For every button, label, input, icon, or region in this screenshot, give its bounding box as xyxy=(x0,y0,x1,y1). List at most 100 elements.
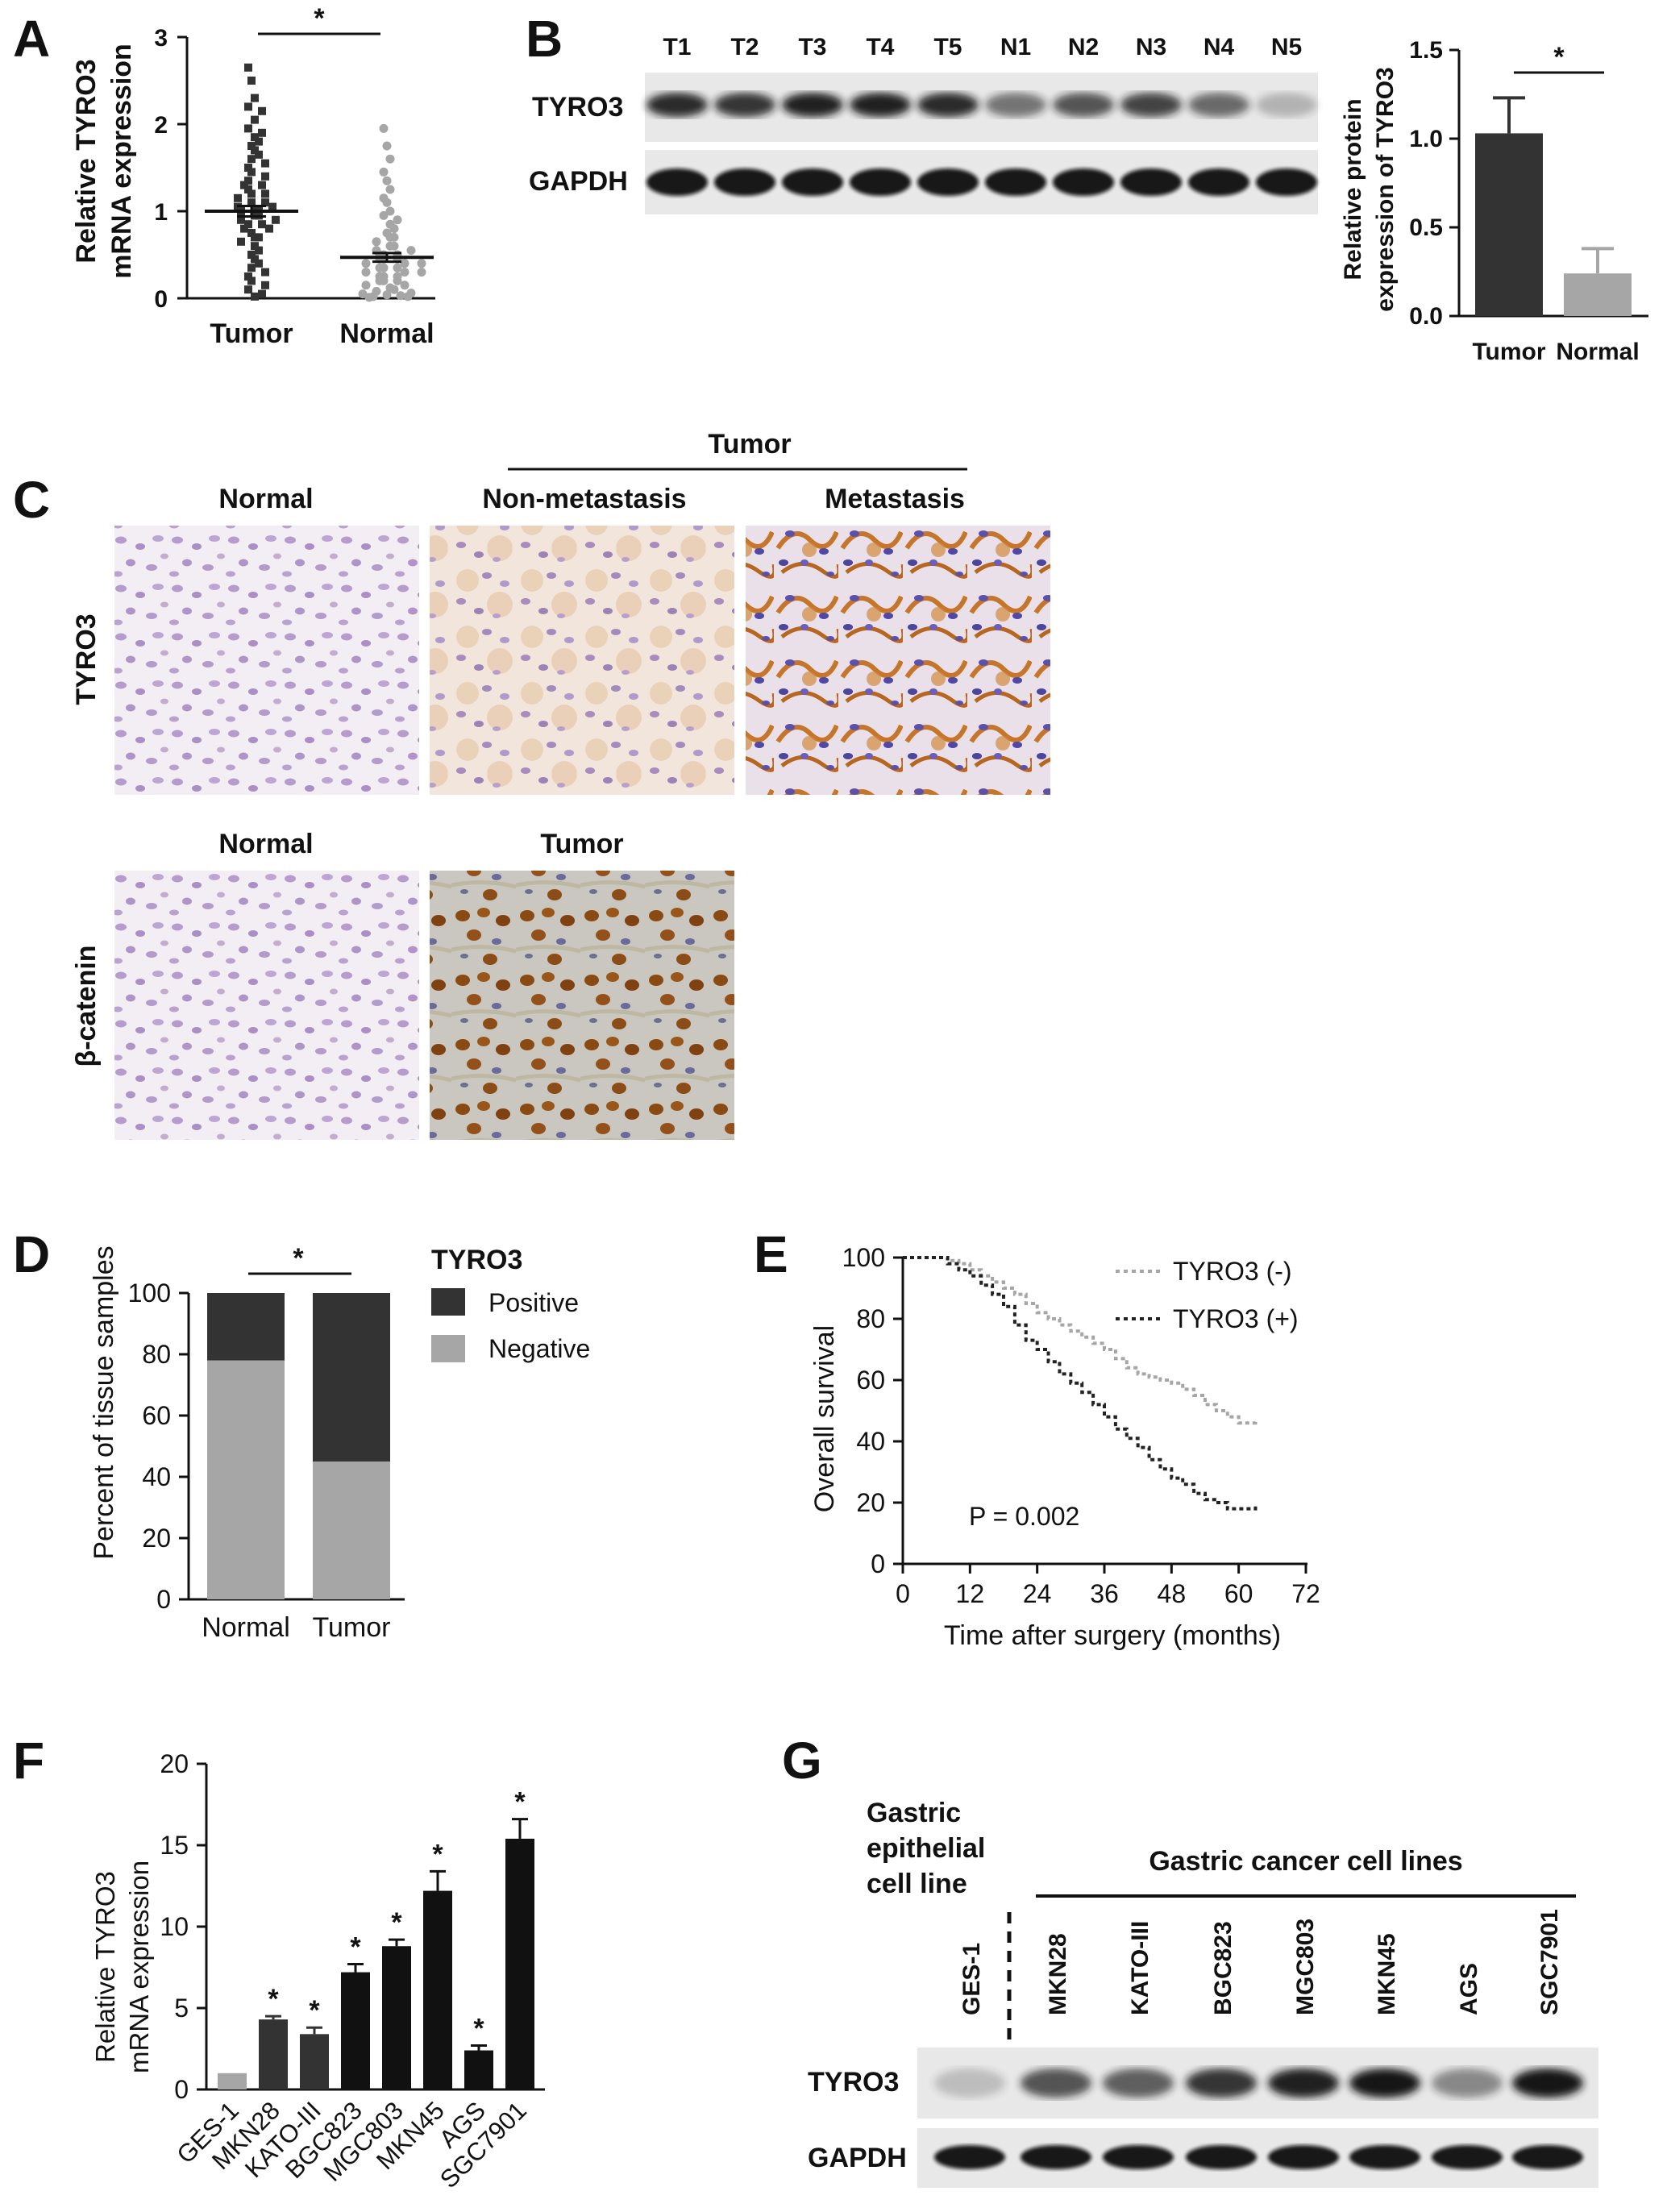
normal-point xyxy=(385,185,395,194)
panel-label-a: A xyxy=(13,10,50,68)
panel-label-c: C xyxy=(13,471,50,529)
panel-g-lane-ges-1: GES-1 xyxy=(958,1943,985,2015)
tyro3-band xyxy=(782,93,843,117)
normal-point xyxy=(375,276,385,285)
gapdh-band xyxy=(714,168,775,196)
tumor-point xyxy=(244,177,252,185)
panel-g-row-gapdh: GAPDH xyxy=(808,2143,907,2173)
panel-f-ytick-label: 0 xyxy=(174,2075,189,2104)
panel-e-legend-pos: TYRO3 (+) xyxy=(1173,1304,1299,1333)
bar-positive-tumor xyxy=(313,1293,390,1462)
bar-normal xyxy=(1564,273,1632,316)
panel-b-lane-n4: N4 xyxy=(1203,34,1235,60)
panel-b-ytick-label: 1.5 xyxy=(1409,37,1443,64)
normal-point xyxy=(361,259,371,268)
tumor-point xyxy=(247,276,256,285)
tumor-point xyxy=(244,124,252,133)
panel-d-legend-swatch-positive xyxy=(431,1288,465,1316)
panel-a-y-axis: 0 1 2 3 xyxy=(154,25,187,313)
panel-e-xlabel: Time after surgery (months) xyxy=(944,1620,1281,1651)
tumor-point xyxy=(247,77,256,85)
panel-g-lane-bgc823: BGC823 xyxy=(1210,1921,1237,2015)
normal-point xyxy=(400,281,409,290)
tumor-point xyxy=(261,281,269,289)
gapdh-band xyxy=(1120,168,1182,196)
tyro3-band xyxy=(1349,2069,1420,2098)
panel-g-left-header-1: Gastric xyxy=(867,1798,961,1828)
tumor-point xyxy=(247,251,256,259)
normal-point xyxy=(364,293,374,302)
tumor-point xyxy=(244,285,252,294)
normal-point xyxy=(417,259,426,268)
gapdh-band xyxy=(1103,2145,1174,2169)
tumor-point xyxy=(265,224,273,233)
panel-b-ytick-label: 0.0 xyxy=(1409,303,1443,330)
bar-mgc803 xyxy=(382,1946,411,2089)
normal-point xyxy=(400,259,409,268)
panel-b-ytick-label: 1.0 xyxy=(1409,126,1443,152)
normal-point xyxy=(382,198,392,207)
normal-point xyxy=(372,237,381,247)
tumor-point xyxy=(247,142,256,150)
gapdh-band xyxy=(1512,2145,1583,2169)
panel-b: B T1 T2 T3 T4 T5 N1 N2 N3 N4 N5 TYRO3 GAPDH Relat… xyxy=(526,10,1648,365)
bar-negative-tumor xyxy=(313,1462,390,1599)
panel-f-ytick-label: 10 xyxy=(160,1912,189,1941)
panel-f-ytick-label: 15 xyxy=(160,1831,189,1860)
panel-d-ytick-label: 40 xyxy=(142,1462,171,1491)
significance-star: * xyxy=(309,1995,320,2026)
tumor-point xyxy=(255,259,263,268)
tumor-point xyxy=(244,102,252,111)
gapdh-band xyxy=(1053,168,1114,196)
tumor-point xyxy=(255,137,263,146)
panel-d-ytick-label: 60 xyxy=(142,1401,171,1430)
tumor-point xyxy=(247,189,256,198)
normal-point xyxy=(382,176,392,185)
panel-g-row-tyro3: TYRO3 xyxy=(808,2067,899,2098)
panel-b-lane-n2: N2 xyxy=(1068,34,1099,60)
tumor-point xyxy=(258,128,266,137)
panel-e-xtick-label: 12 xyxy=(956,1579,985,1608)
panel-a-ytick-label: 1 xyxy=(154,199,168,226)
panel-g-lane-labels: GES-1 MKN28 KATO-III BGC823 MGC803 MKN45 AGS SG… xyxy=(958,1909,1563,2015)
tumor-point xyxy=(244,63,252,72)
panel-e-xtick-label: 48 xyxy=(1158,1579,1187,1608)
panel-b-y-axis: 0.0 0.5 1.0 1.5 xyxy=(1409,37,1459,330)
tyro3-band xyxy=(1120,93,1182,117)
panel-b-lane-t2: T2 xyxy=(730,34,759,60)
tumor-point xyxy=(251,255,259,264)
panel-d-y-axis: 0 20 40 60 80 100 xyxy=(128,1279,189,1614)
panel-b-row-gapdh: GAPDH xyxy=(529,166,628,197)
bar-bgc823 xyxy=(341,1972,370,2089)
significance-star: * xyxy=(432,1839,443,1869)
panel-e-pvalue: P = 0.002 xyxy=(969,1502,1079,1531)
panel-d-ytick-label: 100 xyxy=(128,1279,171,1308)
gapdh-band xyxy=(1188,168,1249,196)
panel-e-ytick-label: 100 xyxy=(842,1243,885,1272)
panel-e-xtick-label: 0 xyxy=(896,1579,910,1608)
panel-b-ylabel-1: Relative protein xyxy=(1340,98,1366,280)
panel-c-group-label: Tumor xyxy=(708,429,791,459)
tumor-point xyxy=(244,185,252,193)
tyro3-band xyxy=(985,93,1046,117)
panel-f-y-axis: 0 5 10 15 20 xyxy=(160,1749,206,2104)
panel-c-col-nonmet: Non-metastasis xyxy=(482,484,686,514)
tumor-point xyxy=(261,159,269,168)
normal-point xyxy=(375,263,385,272)
panel-d-legend-negative: Negative xyxy=(488,1334,590,1363)
panel-b-bars xyxy=(1475,96,1632,316)
tyro3-band xyxy=(1268,2069,1339,2098)
panel-label-b: B xyxy=(526,10,563,68)
panel-a-ytick-label: 0 xyxy=(154,286,168,313)
panel-g-right-header: Gastric cancer cell lines xyxy=(1149,1846,1462,1877)
panel-label-d: D xyxy=(13,1225,50,1283)
panel-b-bands xyxy=(646,93,1317,196)
tumor-point xyxy=(261,172,269,181)
panel-d-xtick-tumor: Tumor xyxy=(313,1612,391,1643)
panel-b-lane-t5: T5 xyxy=(933,34,962,60)
ihc-tyro3-normal-image xyxy=(114,526,419,795)
panel-e-y-axis: 0 20 40 60 80 100 xyxy=(842,1243,903,1578)
normal-point xyxy=(403,292,413,301)
panel-e-ytick-label: 0 xyxy=(871,1549,885,1578)
gapdh-band xyxy=(1349,2145,1420,2169)
